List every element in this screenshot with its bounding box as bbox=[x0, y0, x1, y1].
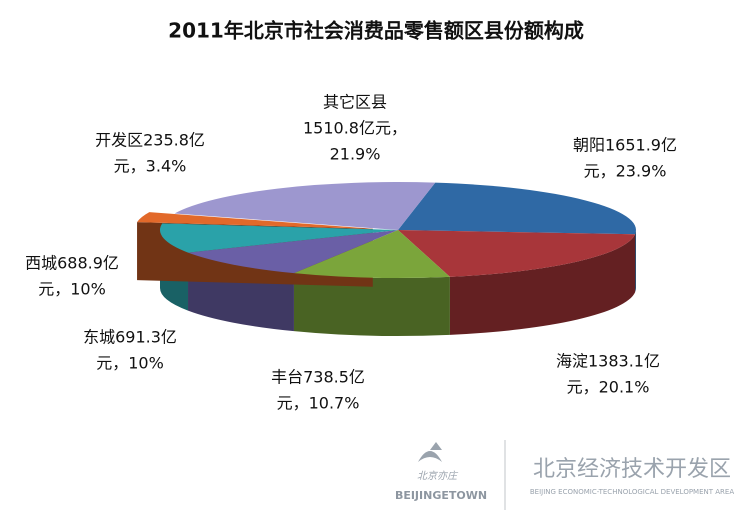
slice bbox=[398, 230, 636, 277]
data-label: 海淀1383.1亿 bbox=[556, 352, 660, 371]
slice bbox=[174, 182, 436, 230]
slice bbox=[137, 212, 373, 229]
labels: 朝阳1651.9亿元，23.9% 海淀1383.1亿元，20.1% 丰台738.5亿… bbox=[25, 93, 677, 413]
chart-title: 2011年北京市社会消费品零售额区县份额构成 bbox=[168, 19, 584, 43]
data-label: 元，10.7% bbox=[277, 394, 360, 413]
data-label: 丰台738.5亿 bbox=[271, 368, 365, 387]
data-label: 元，3.4% bbox=[114, 157, 187, 176]
slice-side bbox=[449, 234, 636, 335]
data-label: 西城688.9亿 bbox=[25, 254, 119, 273]
slice-side bbox=[293, 273, 450, 336]
slice bbox=[293, 230, 450, 278]
logo-name: 北京经济技术开发区 bbox=[533, 457, 731, 482]
data-label: 朝阳1651.9亿 bbox=[573, 136, 677, 155]
data-label: 元，23.9% bbox=[584, 162, 667, 181]
data-label: 元，10% bbox=[96, 354, 164, 373]
logo-mark-en: BEIJINGETOWN bbox=[395, 489, 487, 502]
data-label: 1510.8亿元， bbox=[303, 119, 407, 138]
slice bbox=[398, 182, 636, 235]
slice-side bbox=[635, 230, 636, 293]
data-label: 元，10% bbox=[38, 280, 106, 299]
data-label: 东城691.3亿 bbox=[83, 328, 177, 347]
slice bbox=[159, 223, 398, 253]
pie bbox=[137, 182, 636, 336]
data-label: 元，20.1% bbox=[567, 378, 650, 397]
slice bbox=[188, 230, 398, 274]
logo-icon bbox=[418, 442, 442, 462]
logo: 北京亦庄 BEIJINGETOWN 北京经济技术开发区 BEIJING ECON… bbox=[395, 440, 734, 510]
data-label: 其它区县 bbox=[323, 93, 387, 112]
data-label: 21.9% bbox=[330, 145, 381, 164]
logo-mark: 北京亦庄 bbox=[417, 470, 459, 482]
logo-name-en: BEIJING ECONOMIC-TECHNOLOGICAL DEVELOPME… bbox=[530, 488, 734, 496]
data-label: 开发区235.8亿 bbox=[95, 131, 205, 150]
